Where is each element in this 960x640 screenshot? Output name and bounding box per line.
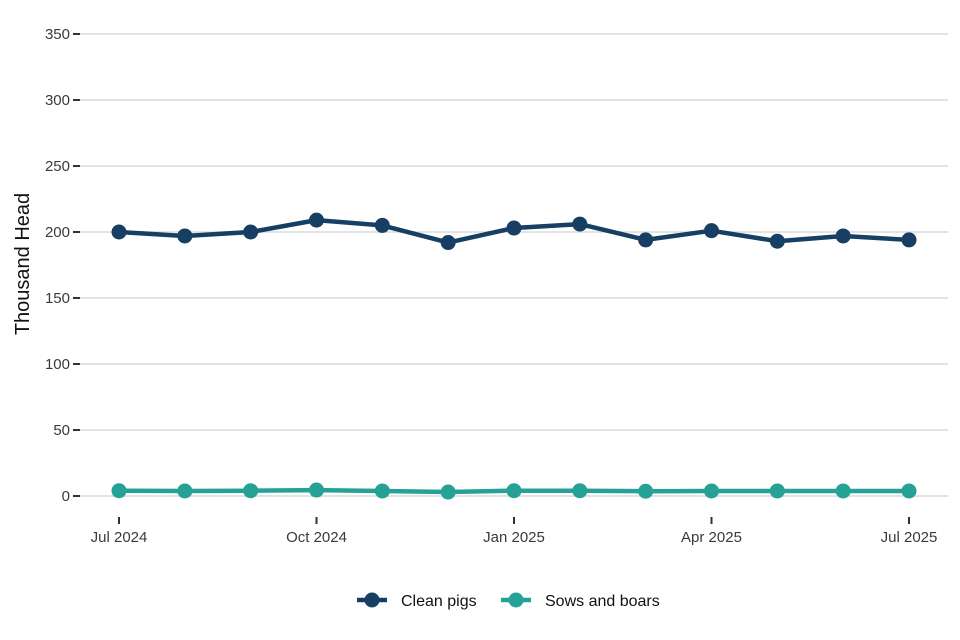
data-point [309,212,324,228]
legend-key-marker [364,592,380,608]
x-tick-label: Jul 2025 [881,529,938,546]
data-point [835,483,851,499]
y-tick-label: 150 [45,290,70,307]
y-tick-label: 50 [53,422,70,439]
data-point [638,232,654,248]
data-point [506,483,522,499]
legend-label: Sows and boars [545,593,660,610]
legend-label: Clean pigs [401,593,477,610]
data-point [374,217,390,233]
y-tick-label: 0 [62,488,70,505]
legend: Clean pigs Sows and boars [357,592,660,610]
x-tick-label: Oct 2024 [286,529,347,546]
x-tick-label: Jan 2025 [483,529,545,546]
data-point [769,233,785,249]
y-axis: 0 50 100 150 200 250 300 350 [45,26,80,505]
data-point [177,228,193,244]
data-point [901,483,917,499]
gridlines [80,33,948,497]
data-point [638,483,654,499]
data-point [243,224,259,240]
legend-key-marker [508,592,524,608]
data-point [506,220,522,236]
data-point [572,483,588,499]
y-tick-label: 300 [45,92,70,109]
data-point [111,483,127,499]
data-point [572,216,588,232]
y-tick-label: 350 [45,26,70,43]
data-point [704,223,719,239]
data-point [835,228,851,244]
data-point [769,483,785,499]
data-point [440,235,456,251]
x-axis: Jul 2024 Oct 2024 Jan 2025 Apr 2025 Jul 2025 [91,517,938,546]
y-tick-label: 250 [45,158,70,175]
data-point [440,484,456,500]
data-point [374,483,390,499]
data-point [243,483,259,499]
x-tick-label: Apr 2025 [681,529,742,546]
series-group [111,212,917,500]
y-tick-label: 100 [45,356,70,373]
x-tick-label: Jul 2024 [91,529,148,546]
legend-item: Sows and boars [501,592,660,610]
y-axis-title: Thousand Head [12,193,34,335]
legend-item: Clean pigs [357,592,477,610]
series-0 [111,212,917,251]
data-point [901,232,917,248]
series-1 [111,482,917,500]
data-point [111,224,127,240]
data-point [309,482,324,498]
y-tick-label: 200 [45,224,70,241]
data-point [177,483,193,499]
data-point [704,483,719,499]
